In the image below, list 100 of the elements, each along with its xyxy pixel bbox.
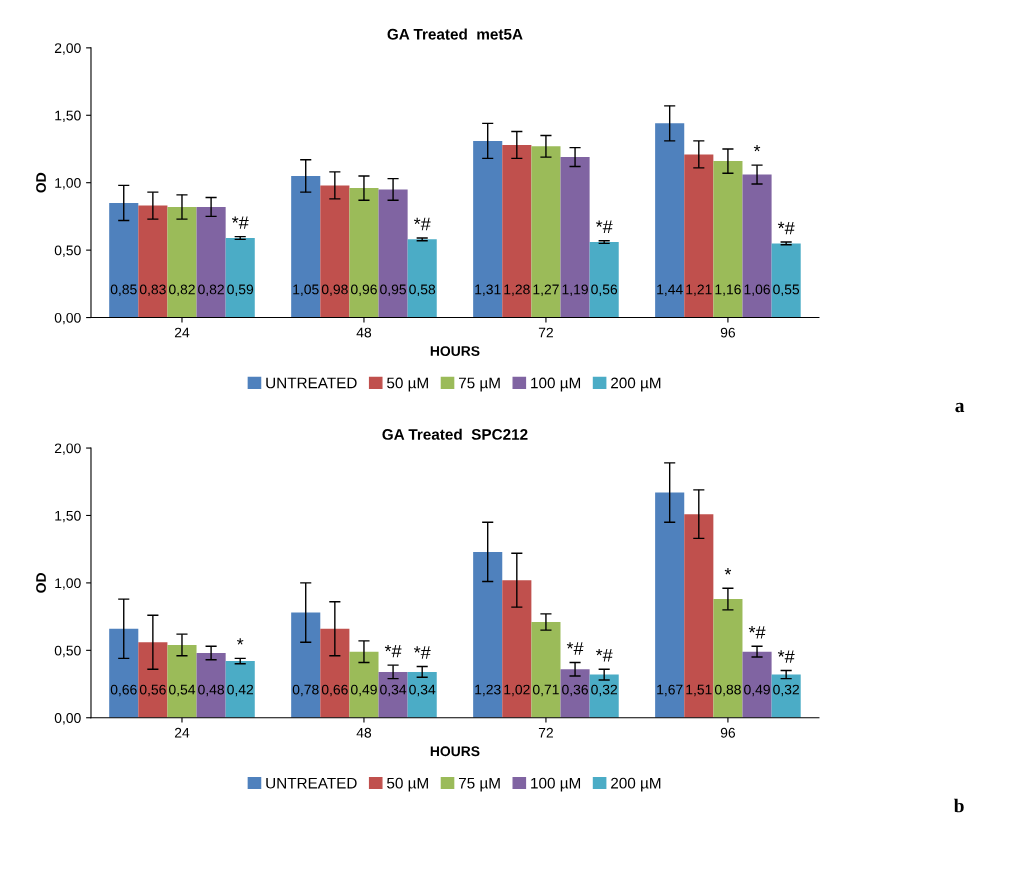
bar xyxy=(502,580,532,718)
data-label: 1,23 xyxy=(475,684,501,697)
data-label: 0,88 xyxy=(714,684,741,697)
data-label: 1,21 xyxy=(686,284,712,296)
annotation: * xyxy=(724,568,732,575)
text: a xyxy=(955,402,965,413)
data-label: 0,66 xyxy=(110,684,137,697)
data-label: 0,56 xyxy=(591,284,618,296)
data-label: 0,42 xyxy=(227,684,254,697)
text: b xyxy=(953,798,964,813)
bar xyxy=(684,154,714,318)
bar xyxy=(196,206,226,318)
data-label: 1,28 xyxy=(504,284,530,296)
data-label: 1,67 xyxy=(657,684,683,697)
y-axis-title: OD xyxy=(36,573,46,593)
bar xyxy=(560,157,590,318)
data-label: 1,19 xyxy=(562,284,588,296)
legend-label: 100 µM xyxy=(531,377,581,392)
bar xyxy=(407,671,437,718)
annotation: *# xyxy=(748,626,766,639)
bar xyxy=(531,622,561,718)
bar xyxy=(407,239,437,318)
y-tick-label: 1,50 xyxy=(55,110,81,123)
legend-label: 200 µM xyxy=(611,777,661,792)
bar xyxy=(713,599,743,718)
data-label: 0,71 xyxy=(532,684,559,697)
data-label: 1,27 xyxy=(533,284,559,296)
bar xyxy=(531,146,561,318)
bar xyxy=(560,669,590,718)
legend-label: 200 µM xyxy=(611,377,661,392)
legend-label: 50 µM xyxy=(387,377,428,392)
bar xyxy=(473,551,503,718)
x-tick-label: 72 xyxy=(538,727,553,738)
data-label: 0,95 xyxy=(380,284,407,296)
y-tick-label: 0,00 xyxy=(54,713,81,725)
x-axis-title: HOURS xyxy=(430,346,480,356)
bar xyxy=(378,189,408,318)
x-axis-title: HOURS xyxy=(430,746,480,757)
data-label: 0,82 xyxy=(169,284,195,296)
y-tick-label: 2,00 xyxy=(54,43,81,55)
data-label: 0,32 xyxy=(591,684,617,697)
bar xyxy=(502,144,532,318)
legend-label: UNTREATED xyxy=(266,777,357,789)
bar xyxy=(138,642,168,718)
annotation: *# xyxy=(595,648,613,662)
x-tick-label: 96 xyxy=(720,327,736,338)
annotation: *# xyxy=(384,644,402,658)
bar xyxy=(320,628,350,718)
data-label: 0,78 xyxy=(292,684,319,697)
bar xyxy=(771,243,801,318)
data-label: 0,32 xyxy=(773,684,799,697)
bar xyxy=(589,242,619,318)
data-label: 0,85 xyxy=(110,284,137,296)
bar xyxy=(684,514,714,718)
x-tick-label: 72 xyxy=(538,327,553,338)
data-label: 0,98 xyxy=(321,284,348,296)
data-label: 1,51 xyxy=(686,684,712,697)
data-label: 0,55 xyxy=(773,284,800,296)
data-label: 1,02 xyxy=(504,684,530,697)
data-label: 0,96 xyxy=(350,284,377,296)
data-label: 1,16 xyxy=(715,284,741,296)
y-tick-label: 2,00 xyxy=(54,443,81,455)
bar xyxy=(225,237,255,318)
data-label: 0,59 xyxy=(227,284,254,296)
annotation: *# xyxy=(413,217,431,231)
annotation: *# xyxy=(595,220,613,233)
x-tick-label: 48 xyxy=(356,727,372,738)
data-label: 0,48 xyxy=(198,684,225,697)
legend-label: 75 µM xyxy=(459,777,500,792)
data-label: 0,36 xyxy=(562,684,588,697)
bar xyxy=(349,188,379,318)
data-label: 1,44 xyxy=(657,284,683,296)
y-axis-title: OD xyxy=(36,172,46,193)
y-tick-label: 0,00 xyxy=(54,312,81,325)
y-tick-label: 0,50 xyxy=(54,245,81,257)
legend-label: 100 µM xyxy=(531,777,581,792)
annotation: *# xyxy=(777,650,795,663)
bar xyxy=(291,612,321,718)
bar xyxy=(291,175,321,318)
data-label: 0,82 xyxy=(198,284,224,296)
data-label: 0,49 xyxy=(744,684,770,697)
bar xyxy=(109,628,139,718)
bar xyxy=(589,674,619,718)
data-label: 1,05 xyxy=(293,284,319,296)
bar xyxy=(109,202,139,318)
y-tick-label: 1,00 xyxy=(55,178,81,190)
data-label: 0,58 xyxy=(409,284,436,296)
bar xyxy=(320,185,350,318)
bar xyxy=(655,492,685,718)
bar xyxy=(473,140,503,318)
x-tick-label: 48 xyxy=(356,327,372,338)
data-label: 1,06 xyxy=(744,284,770,296)
annotation: *# xyxy=(777,221,795,235)
data-label: 0,66 xyxy=(321,684,348,697)
legend-label: 75 µM xyxy=(459,377,500,392)
y-tick-label: 1,00 xyxy=(55,578,81,590)
bar xyxy=(225,661,255,718)
bar xyxy=(742,651,772,718)
annotation: *# xyxy=(413,646,431,659)
annotation: * xyxy=(753,144,761,152)
